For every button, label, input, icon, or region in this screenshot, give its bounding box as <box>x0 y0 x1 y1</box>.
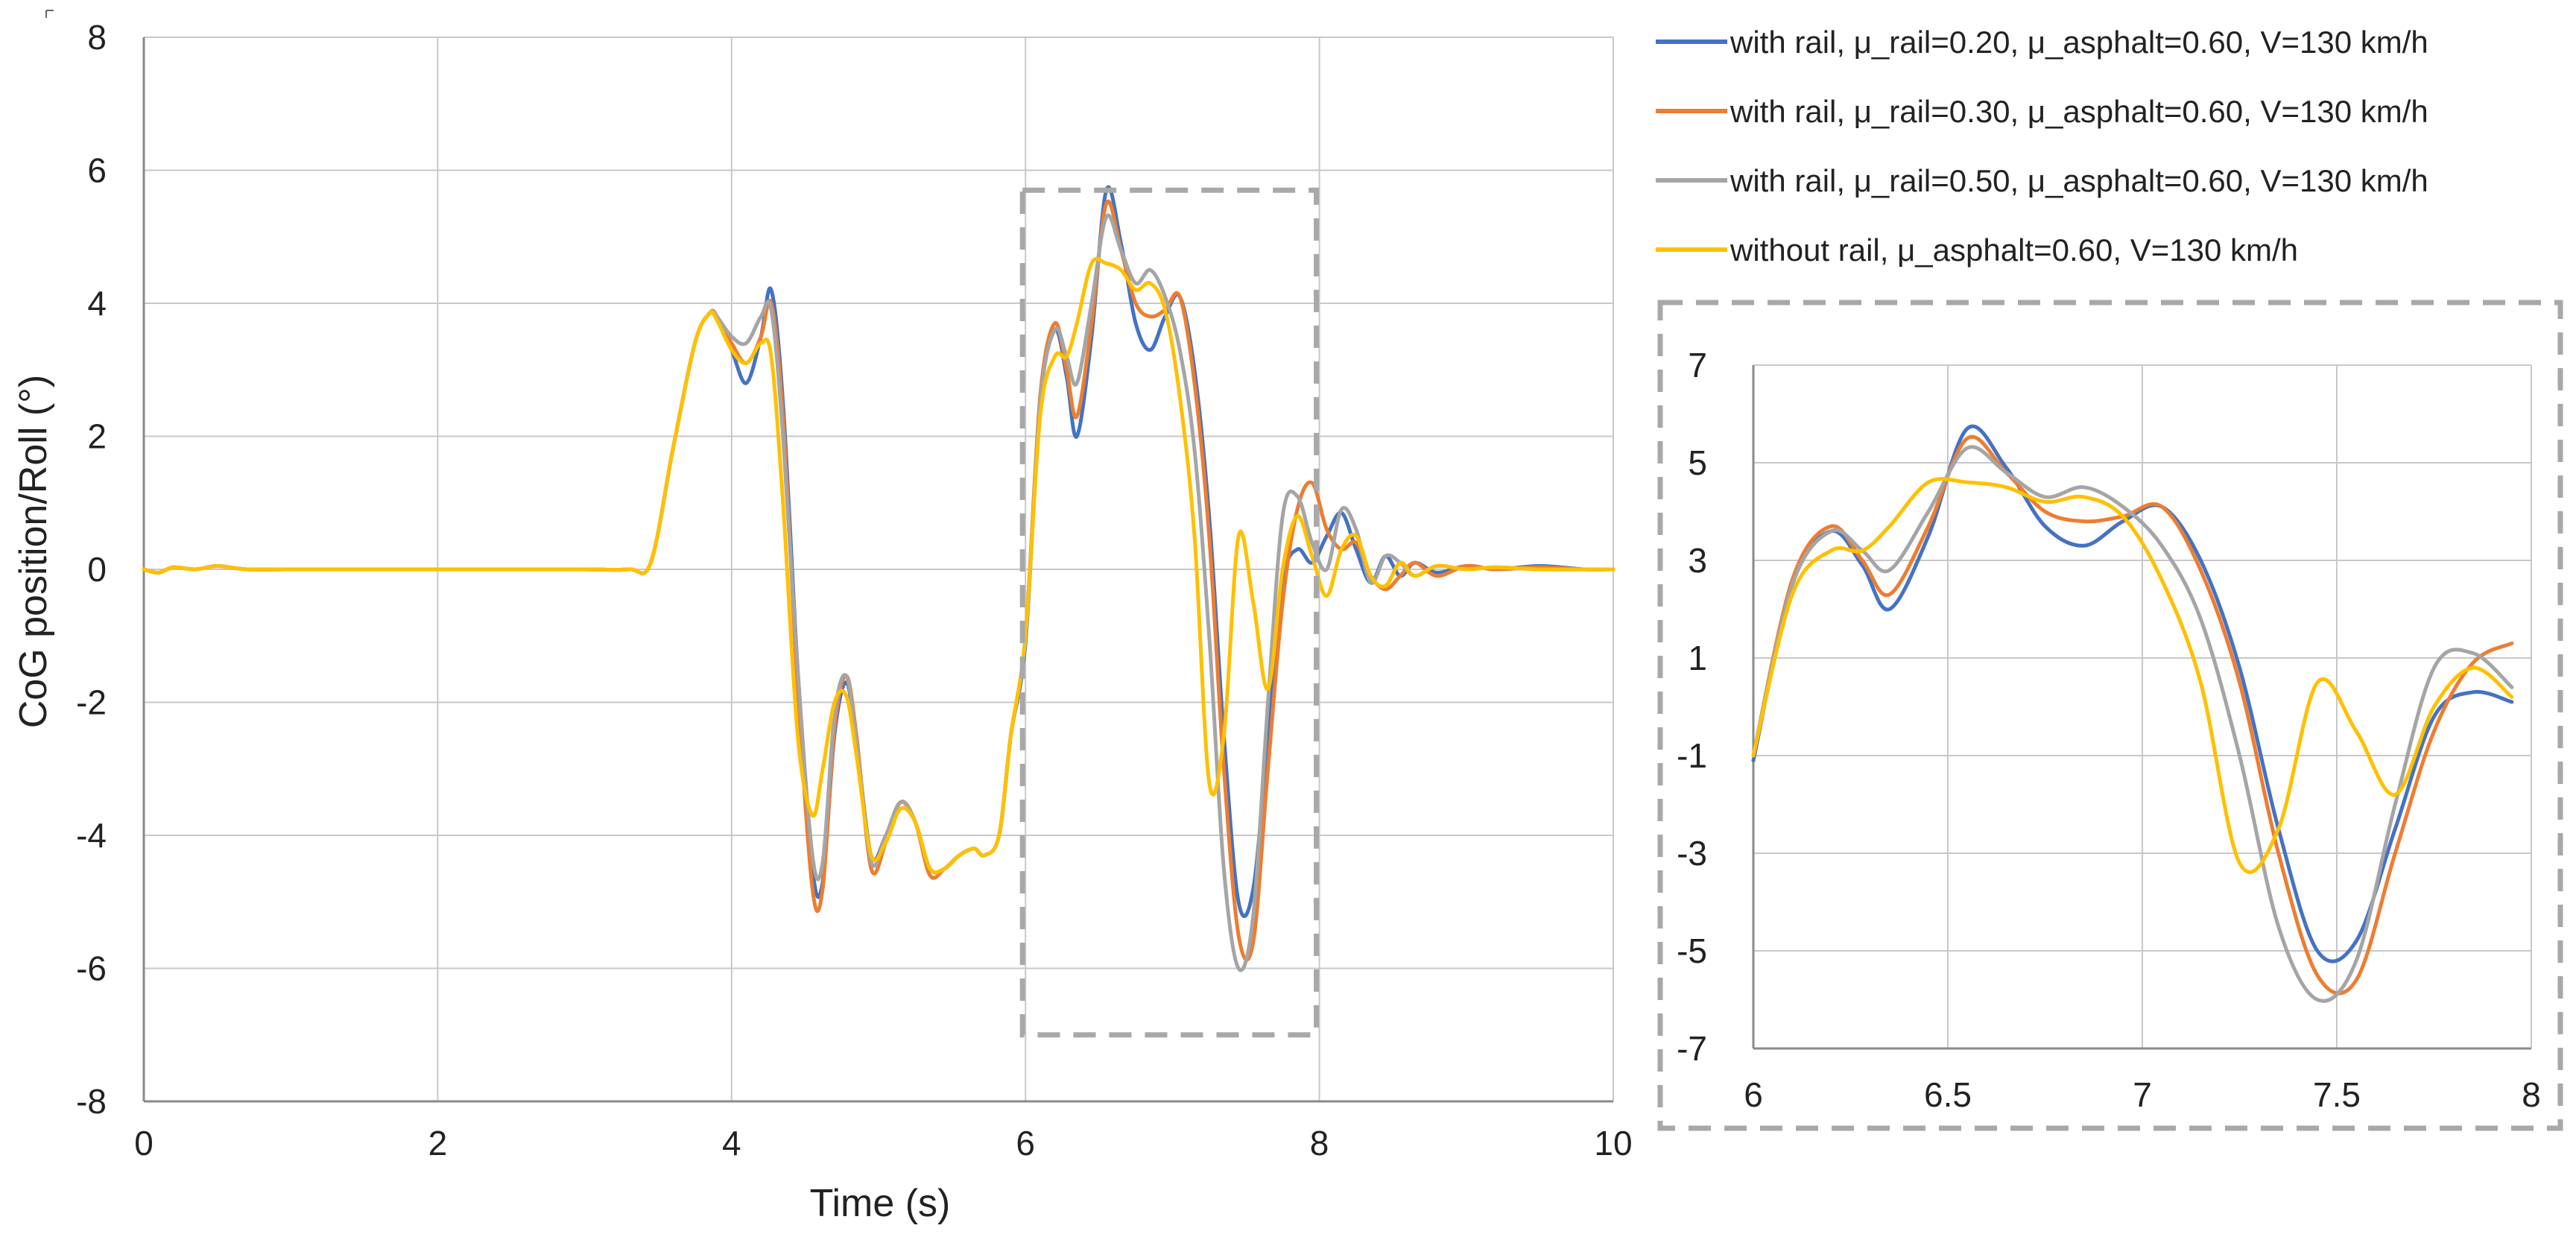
inset-series-lines <box>1751 424 2514 1003</box>
y-axis-title: CoG position/Roll (°) <box>12 375 55 729</box>
y-tick-label: -4 <box>76 816 107 855</box>
y-tick-label: -8 <box>76 1082 107 1121</box>
legend-label-4: without rail, μ_asphalt=0.60, V=130 km/h <box>1730 232 2298 268</box>
inset-y-tick-label: 7 <box>1688 346 1707 385</box>
inset-y-tick-label: 5 <box>1688 443 1707 482</box>
x-tick-label: 2 <box>428 1124 448 1162</box>
inset-series-line-2 <box>1751 434 2514 996</box>
inset-x-tick-label: 7 <box>2133 1075 2152 1114</box>
main-series-lines <box>142 186 1615 972</box>
inset-x-tick-label: 6.5 <box>1924 1075 1972 1114</box>
x-tick-label: 6 <box>1016 1124 1035 1162</box>
y-tick-label: 2 <box>87 417 107 456</box>
inset-series-line-4 <box>1751 477 2514 874</box>
inset-grid <box>1752 364 2532 1050</box>
inset-y-tick-label: -5 <box>1677 931 1707 970</box>
inset-series-line-1 <box>1751 424 2514 964</box>
inset-series-line-3 <box>1751 445 2514 1003</box>
series-line-2 <box>142 199 1615 962</box>
inset-x-tick-label: 8 <box>2522 1075 2541 1114</box>
inset-x-tick-label: 6 <box>1744 1075 1763 1114</box>
y-tick-label: 6 <box>87 151 107 190</box>
y-tick-label: 4 <box>87 284 107 323</box>
y-tick-label: -6 <box>76 949 107 988</box>
inset-chart: 7 5 3 1 -1 -3 -5 -7 6 6.5 7 7.5 8 <box>1657 300 2563 1131</box>
y-tick-label: 0 <box>87 550 107 589</box>
x-tick-label: 10 <box>1594 1124 1632 1162</box>
main-chart: 8 6 4 2 0 -2 -4 -6 -8 0 2 4 6 8 10 Time (s) CoG positi… <box>12 18 1633 1225</box>
y-tick-label: -2 <box>76 683 107 722</box>
legend-label-3: with rail, μ_rail=0.50, μ_asphalt=0.60, … <box>1730 163 2428 198</box>
corner-mark <box>45 10 54 18</box>
legend-label-1: with rail, μ_rail=0.20, μ_asphalt=0.60, … <box>1730 25 2428 60</box>
x-axis-title: Time (s) <box>810 1182 951 1225</box>
zoom-region-box <box>1019 187 1320 1038</box>
inset-y-tick-label: -3 <box>1677 834 1707 873</box>
x-tick-label: 4 <box>722 1124 741 1162</box>
legend-label-2: with rail, μ_rail=0.30, μ_asphalt=0.60, … <box>1730 94 2428 129</box>
x-tick-label: 8 <box>1310 1124 1329 1162</box>
inset-x-tick-label: 7.5 <box>2313 1075 2361 1114</box>
x-tick-label: 0 <box>134 1124 154 1162</box>
legend: with rail, μ_rail=0.20, μ_asphalt=0.60, … <box>1656 25 2428 268</box>
inset-y-tick-label: -7 <box>1677 1029 1707 1068</box>
inset-tick-labels: 7 5 3 1 -1 -3 -5 -7 6 6.5 7 7.5 8 <box>1677 346 2541 1114</box>
series-line-1 <box>142 186 1615 918</box>
inset-frame <box>1657 300 2563 1131</box>
inset-y-tick-label: 1 <box>1688 639 1707 677</box>
inset-y-tick-label: -1 <box>1677 736 1707 775</box>
main-tick-labels: 8 6 4 2 0 -2 -4 -6 -8 0 2 4 6 8 10 <box>76 18 1632 1162</box>
inset-y-tick-label: 3 <box>1688 541 1707 580</box>
series-line-4 <box>142 256 1615 875</box>
y-tick-label: 8 <box>87 18 107 57</box>
